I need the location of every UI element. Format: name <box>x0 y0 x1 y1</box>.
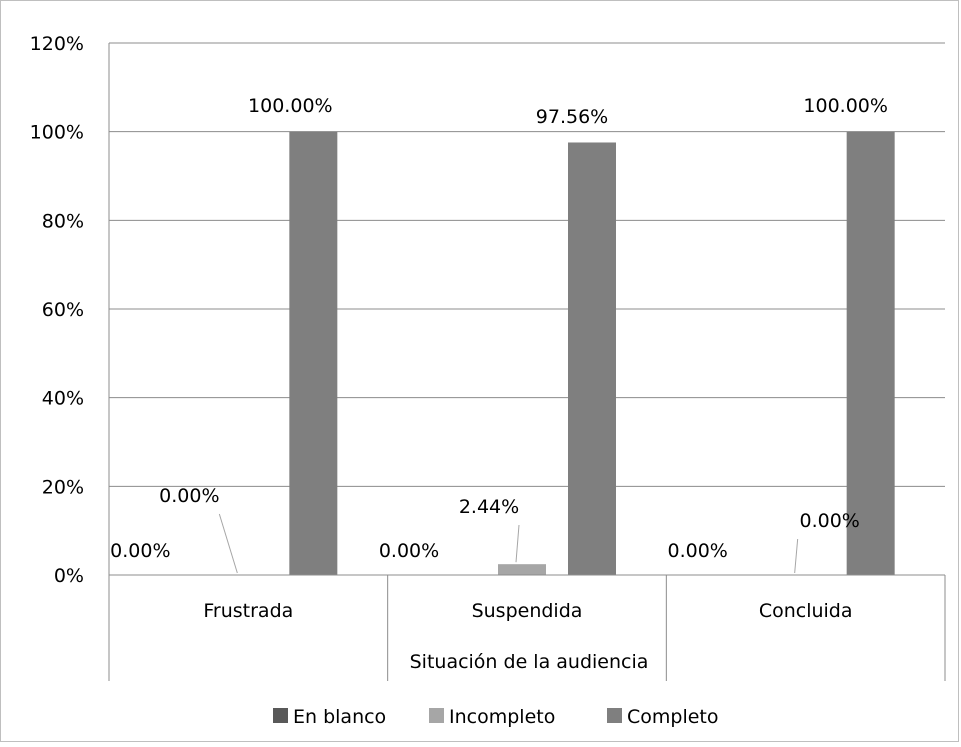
y-tick-label: 120% <box>30 33 84 55</box>
legend-label: En blanco <box>293 706 386 728</box>
legend-label: Incompleto <box>449 706 555 728</box>
bars <box>289 131 895 575</box>
data-label: 0.00% <box>799 510 859 532</box>
y-tick-label: 40% <box>42 388 84 410</box>
x-axis-label: Situación de la audiencia <box>410 651 649 673</box>
data-labels: 0.00% 0.00% 100.00% 0.00% 2.44% 97.56% 0.00% 0.… <box>110 95 888 562</box>
y-tick-label: 80% <box>42 210 84 232</box>
leader-lines <box>218 513 799 574</box>
y-tick-label: 20% <box>42 476 84 498</box>
grid-lines <box>109 42 945 487</box>
x-tick-label: Suspendida <box>472 600 583 622</box>
y-tick-label: 100% <box>30 122 84 144</box>
legend: En blanco Incompleto Completo <box>273 706 719 728</box>
bar <box>289 131 338 575</box>
x-tick-label: Frustrada <box>203 600 293 622</box>
y-tick-label: 0% <box>54 565 84 587</box>
leader-line <box>515 524 520 563</box>
legend-swatch <box>429 708 444 723</box>
y-tick-label: 60% <box>42 299 84 321</box>
data-label: 0.00% <box>667 540 727 562</box>
leader-line <box>218 513 238 574</box>
bar <box>498 564 546 575</box>
data-label: 2.44% <box>459 496 519 518</box>
bar <box>846 131 895 575</box>
data-label: 97.56% <box>536 106 608 128</box>
legend-swatch <box>273 708 288 723</box>
y-axis: 0% 20% 40% 60% 80% 100% 120% <box>30 33 110 587</box>
legend-swatch <box>607 708 622 723</box>
x-axis: Frustrada Suspendida Concluida <box>108 574 946 681</box>
legend-label: Completo <box>627 706 719 728</box>
leader-line <box>794 538 799 574</box>
data-label: 100.00% <box>803 95 888 117</box>
data-label: 100.00% <box>248 95 333 117</box>
data-label: 0.00% <box>159 485 219 507</box>
data-label: 0.00% <box>379 540 439 562</box>
x-tick-label: Concluida <box>759 600 853 622</box>
bar <box>568 142 616 575</box>
data-label: 0.00% <box>110 540 170 562</box>
